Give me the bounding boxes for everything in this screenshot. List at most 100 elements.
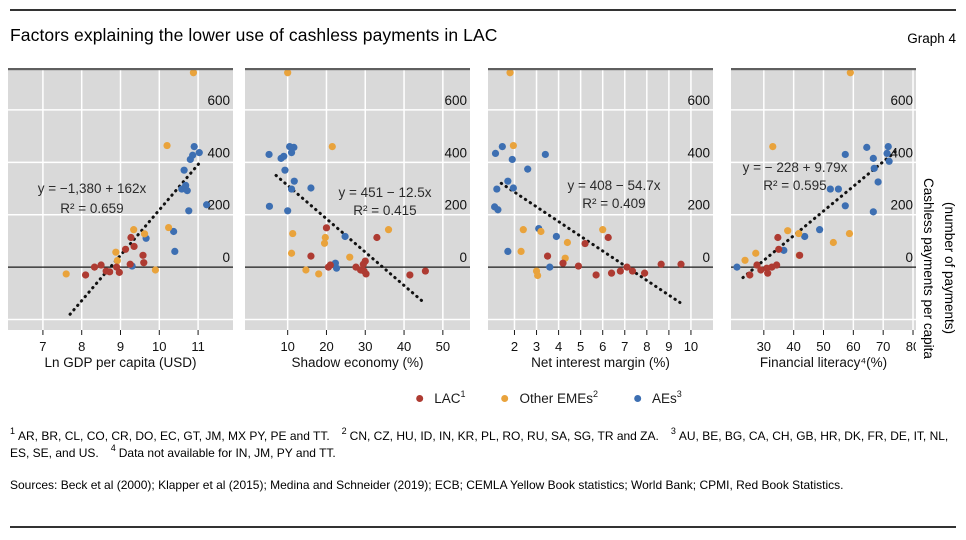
x-tick-label: 8: [643, 339, 650, 354]
y-tick-label: 0: [702, 250, 710, 265]
data-point-lac: [657, 260, 665, 268]
data-point-eme: [165, 223, 173, 232]
x-tick-label: 8: [78, 339, 85, 354]
data-point-lac: [361, 257, 369, 265]
data-point-ae: [280, 152, 288, 160]
trend-line: [68, 160, 202, 316]
legend-item: Other EMEs2: [501, 388, 599, 406]
data-point-ae: [287, 149, 296, 157]
data-point-lac: [623, 263, 631, 271]
panel-net-interest-margin: 0 200 400 600 y = 408 − 54.7x R² = 0.409 2 3 4 5 6…: [488, 68, 713, 370]
panel-top-border: [488, 68, 713, 71]
data-point-ae: [816, 226, 824, 234]
data-point-eme: [321, 233, 329, 242]
x-tick-label: 30: [757, 339, 771, 354]
data-point-ae: [841, 202, 849, 210]
data-point-eme: [346, 253, 354, 261]
data-point-ae: [265, 150, 273, 159]
data-point-lac: [106, 268, 114, 276]
footnotes: 1 AR, BR, CL, CO, CR, DO, EC, GT, JM, MX …: [10, 426, 958, 462]
legend-item: AEs3: [634, 389, 682, 406]
y-tick-label: 0: [459, 250, 467, 265]
x-tick-label: 3: [533, 339, 540, 354]
footnote-item: 2 CN, CZ, HU, ID, IN, KR, PL, RO, RU, SA,…: [341, 426, 659, 444]
r2-label: R² = 0.409: [582, 196, 645, 211]
legend-dot-eme: [501, 395, 509, 402]
data-point-ae: [801, 232, 809, 241]
data-point-lac: [592, 271, 600, 279]
data-point-lac: [121, 245, 130, 253]
data-point-ae: [733, 263, 741, 271]
top-rule: [10, 9, 956, 12]
data-point-ae: [284, 207, 292, 215]
data-point-eme: [784, 227, 792, 235]
x-axis-label: Ln GDP per capita (USD): [44, 355, 196, 370]
x-tick-label: 9: [665, 339, 672, 354]
data-point-lac: [373, 233, 381, 242]
data-point-ae: [189, 151, 197, 159]
data-point-ae: [180, 166, 188, 174]
data-point-eme: [163, 141, 171, 150]
data-point-ae: [869, 208, 877, 216]
data-point-ae: [504, 247, 512, 255]
data-point-lac: [322, 224, 331, 232]
x-tick-label: 80: [906, 339, 916, 354]
y-axis-title: Cashless payments per capita (number of …: [917, 134, 963, 402]
y-tick-label: 600: [207, 93, 230, 108]
data-point-lac: [796, 251, 804, 259]
data-point-ae: [552, 232, 560, 241]
x-axis-label: Shadow economy (%): [291, 355, 423, 370]
data-point-eme: [328, 143, 336, 151]
x-axis-label: Financial literacy⁴(%): [760, 355, 887, 370]
data-point-lac: [307, 252, 315, 260]
data-point-lac: [641, 269, 649, 277]
y-tick-label: 200: [444, 198, 467, 213]
data-point-ae: [170, 227, 178, 236]
data-point-eme: [113, 256, 121, 265]
data-point-ae: [524, 165, 532, 173]
data-point-lac: [604, 233, 612, 242]
data-point-ae: [504, 177, 512, 185]
equation-label: y = − 228 + 9.79x: [743, 160, 848, 175]
panel-top-border: [245, 68, 470, 71]
data-point-eme: [302, 266, 310, 274]
y-tick-label: 0: [222, 250, 230, 265]
data-point-eme: [509, 141, 517, 150]
data-point-ae: [863, 143, 871, 151]
data-point-ae: [183, 187, 191, 195]
data-point-ae: [494, 206, 502, 214]
panel-top-border: [731, 68, 916, 71]
x-tick-label: 5: [577, 339, 584, 354]
data-point-lac: [775, 245, 783, 253]
legend-label: Other EMEs2: [519, 388, 599, 406]
x-tick-label: 50: [816, 339, 830, 354]
bottom-rule: [10, 526, 956, 529]
y-tick-label: 600: [890, 93, 913, 108]
data-point-eme: [769, 143, 777, 151]
data-point-eme: [563, 238, 572, 247]
graph-number: Graph 4: [907, 31, 956, 46]
plot-background: [245, 68, 470, 330]
data-point-ae: [185, 207, 193, 215]
x-tick-label: 4: [555, 339, 562, 354]
data-point-lac: [757, 266, 765, 274]
data-point-ae: [171, 247, 179, 255]
y-tick-label: 400: [890, 145, 913, 160]
data-point-eme: [537, 227, 545, 236]
x-tick-label: 9: [117, 339, 124, 354]
data-point-eme: [752, 249, 760, 257]
footnote-item: 3 AU, BE, BG, CA, CH, GB, HR, DK, FR, DE,…: [10, 426, 949, 461]
data-point-ae: [498, 143, 506, 151]
data-point-lac: [139, 251, 147, 259]
data-point-ae: [870, 164, 878, 172]
x-tick-label: 70: [876, 339, 890, 354]
data-point-eme: [517, 247, 525, 255]
x-tick-label: 6: [599, 339, 606, 354]
data-point-lac: [764, 269, 772, 277]
data-point-eme: [315, 270, 323, 278]
data-point-eme: [62, 270, 70, 278]
y-axis-title-line1: Cashless payments per capita: [920, 177, 936, 359]
data-point-ae: [281, 166, 289, 174]
x-tick-label: 10: [684, 339, 698, 354]
data-point-lac: [362, 270, 370, 278]
